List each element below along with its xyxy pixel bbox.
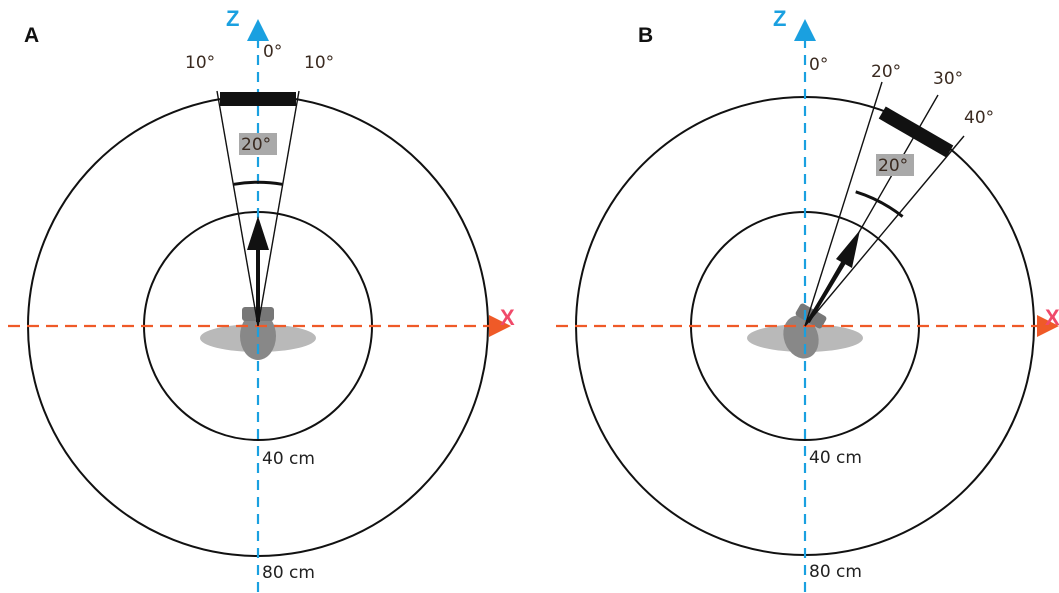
facing-arrow-shaft [806, 259, 847, 324]
span-label-box [876, 154, 914, 176]
x-axis-label: X [500, 305, 515, 330]
outer-radius-label: 80 cm [262, 563, 315, 583]
angle-right-label: 10° [304, 53, 334, 73]
span-arc [233, 180, 283, 186]
facing-arrow-icon [247, 216, 269, 250]
x-axis-label: X [1045, 305, 1059, 330]
facing-arrow-icon [836, 230, 860, 268]
panel-b-label: B [638, 24, 653, 47]
wedge-line-right [257, 90, 300, 327]
panel-a: A Z X 20° 0° 10° 10° 40 cm 80 cm [8, 6, 515, 592]
span-arc [855, 190, 904, 218]
angle-left-label: 10° [185, 53, 215, 73]
panel-b: B Z X 20° 0° 20° 30° 40° 40 cm 80 cm [556, 6, 1059, 592]
span-label-box [239, 133, 277, 155]
angle-30-label: 30° [933, 69, 963, 89]
angle-20-label: 20° [871, 62, 901, 82]
angle-zero-label: 0° [809, 55, 828, 75]
screen-bar [878, 106, 954, 158]
inner-radius-label: 40 cm [809, 448, 862, 468]
span-label: 20° [241, 135, 271, 155]
panel-a-label: A [24, 24, 39, 47]
z-axis-label: Z [773, 6, 786, 31]
wedge-line-20 [804, 81, 883, 327]
inner-radius-label: 40 cm [262, 449, 315, 469]
wedge-line-40 [804, 135, 965, 327]
outer-radius-label: 80 cm [809, 562, 862, 582]
angle-zero-label: 0° [263, 42, 282, 62]
wedge-line-left [216, 90, 259, 327]
angle-40-label: 40° [964, 108, 994, 128]
screen-bar [220, 92, 296, 106]
z-axis-label: Z [226, 6, 239, 31]
span-label: 20° [878, 156, 908, 176]
